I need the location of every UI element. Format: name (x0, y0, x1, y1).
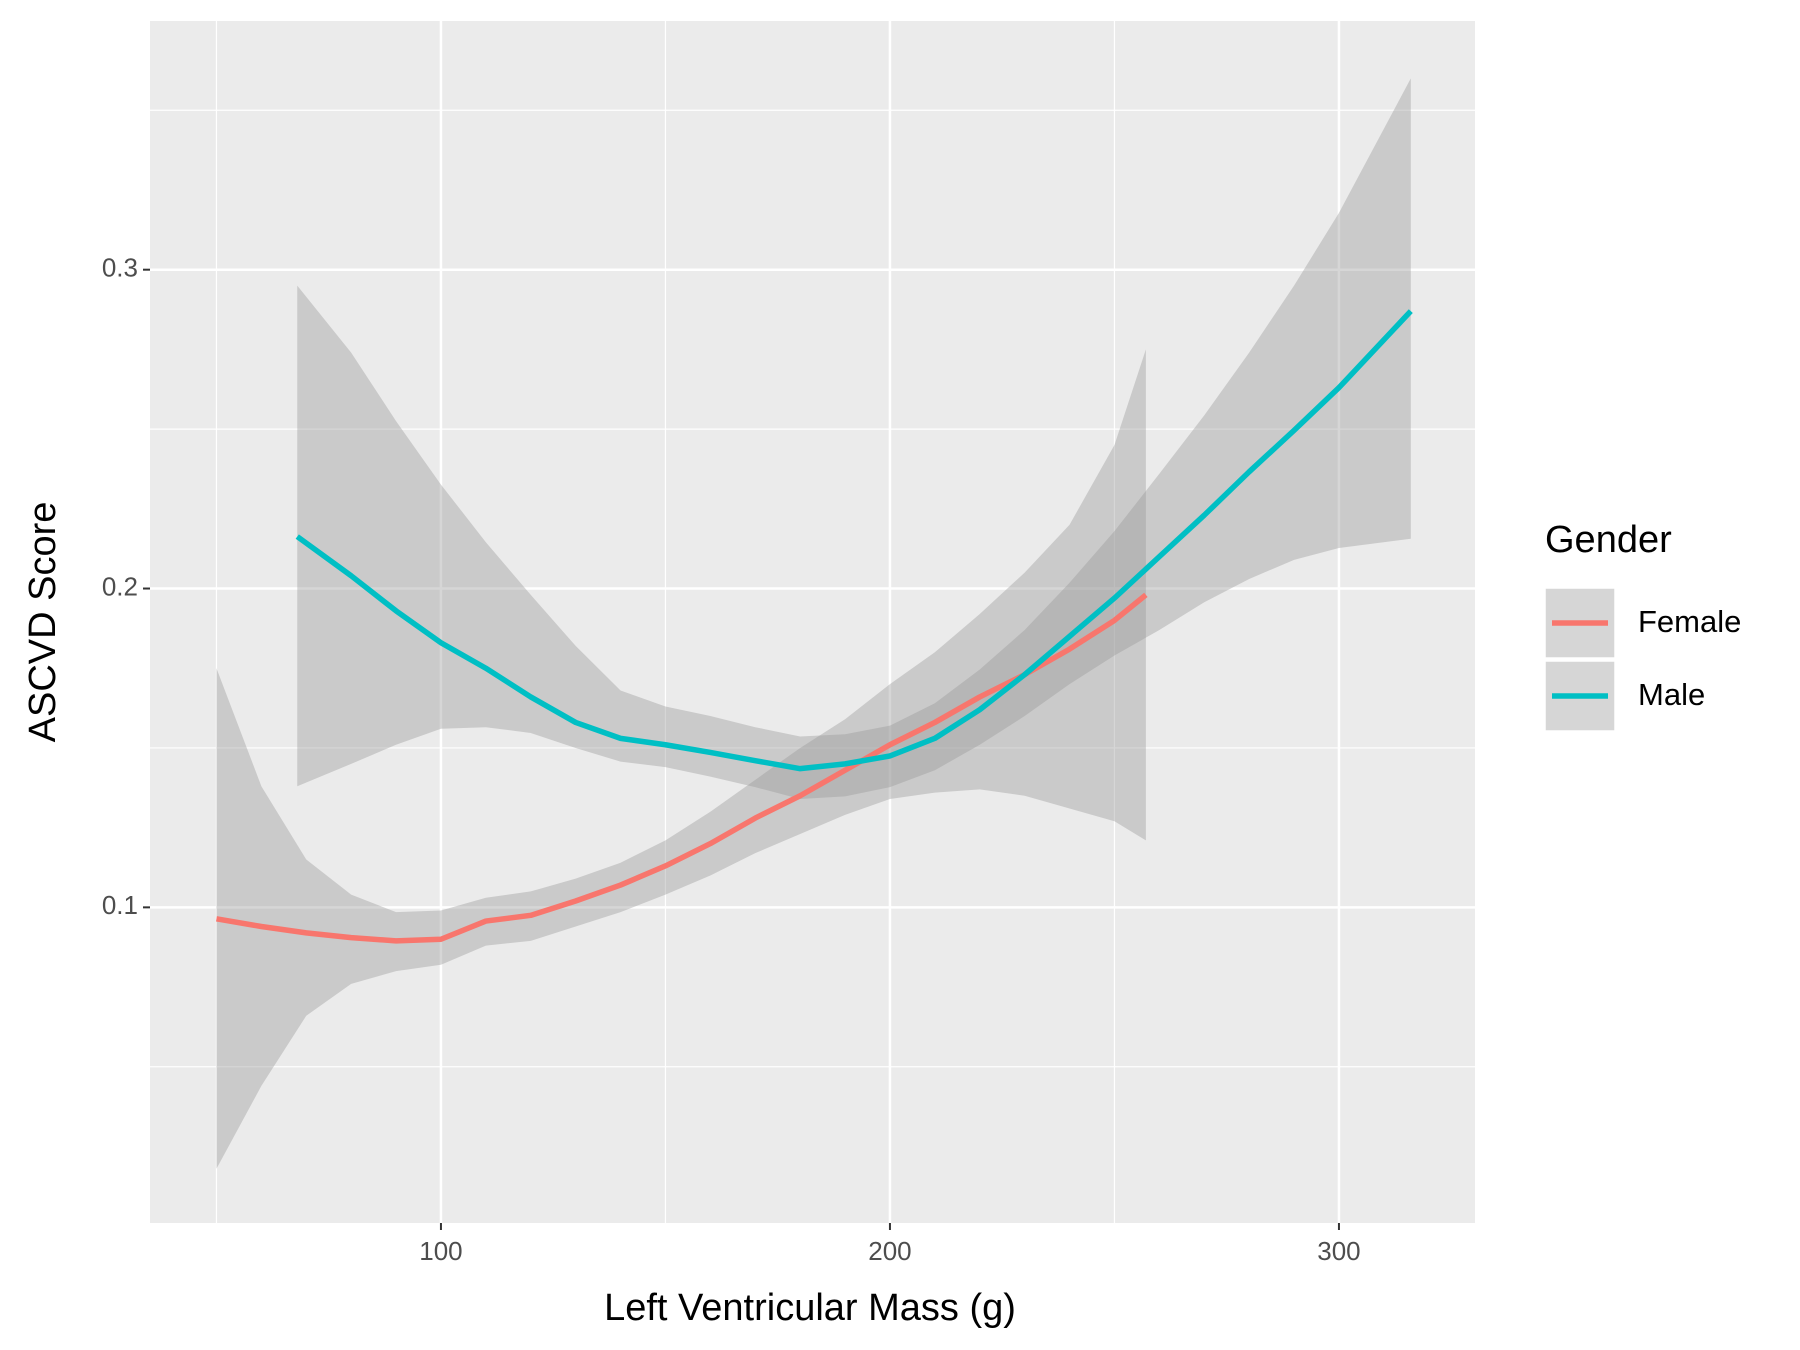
line (295, 309, 1413, 772)
y-tick-label: 0.3 (102, 253, 138, 283)
line (215, 592, 1148, 944)
legend-label: Female (1638, 604, 1741, 639)
legend-label: Male (1638, 677, 1705, 712)
y-tick-label: 0.2 (102, 571, 138, 601)
x-tick-label: 100 (419, 1236, 462, 1266)
panel (150, 21, 1475, 1223)
y-tick-label: 0.1 (102, 890, 138, 920)
confidence-band (297, 78, 1411, 799)
legend-title: Gender (1545, 519, 1672, 561)
x-axis-title: Left Ventricular Mass (g) (604, 1287, 1016, 1329)
x-tick-label: 200 (868, 1236, 911, 1266)
y-axis-title: ASCVD Score (22, 502, 64, 743)
confidence-band (216, 349, 1146, 1169)
x-tick-label: 300 (1317, 1236, 1360, 1266)
